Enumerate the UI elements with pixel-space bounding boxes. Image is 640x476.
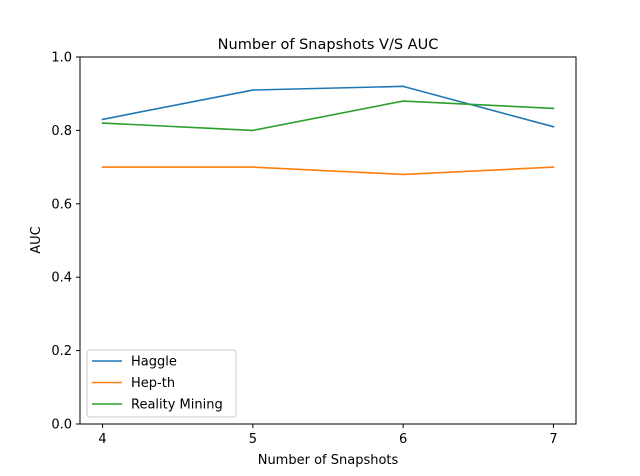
x-tick-label: 7 <box>549 432 557 447</box>
y-tick-label: 0.2 <box>51 344 72 359</box>
y-tick-label: 0.4 <box>51 271 72 286</box>
series-line-haggle <box>101 85 555 128</box>
legend-label: Reality Mining <box>131 398 223 413</box>
series-layer <box>101 85 555 176</box>
y-tick-label: 0.8 <box>51 124 72 139</box>
y-tick-label: 0.0 <box>51 418 72 433</box>
x-tick-label: 4 <box>98 432 106 447</box>
x-axis-ticks: 4 5 6 7 <box>98 424 558 447</box>
x-tick-label: 6 <box>399 432 407 447</box>
y-axis-label: AUC <box>29 226 44 254</box>
y-axis-ticks: 0.0 0.2 0.4 0.6 0.8 1.0 <box>51 51 80 433</box>
legend-label: Hep-th <box>131 376 175 391</box>
y-tick-label: 0.6 <box>51 197 72 212</box>
x-tick-label: 5 <box>249 432 257 447</box>
plot-frame <box>79 56 577 425</box>
y-tick-label: 1.0 <box>51 51 72 66</box>
x-axis-label: Number of Snapshots <box>258 453 399 468</box>
legend: Haggle Hep-th Reality Mining <box>86 349 237 418</box>
series-line-reality-mining <box>101 100 555 132</box>
legend-box <box>86 349 237 418</box>
legend-label: Haggle <box>131 355 177 370</box>
chart-title: Number of Snapshots V/S AUC <box>218 37 439 53</box>
series-line-hep-th <box>101 166 555 176</box>
